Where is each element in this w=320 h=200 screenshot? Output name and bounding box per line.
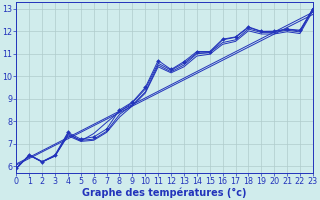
X-axis label: Graphe des températures (°c): Graphe des températures (°c) (82, 187, 247, 198)
